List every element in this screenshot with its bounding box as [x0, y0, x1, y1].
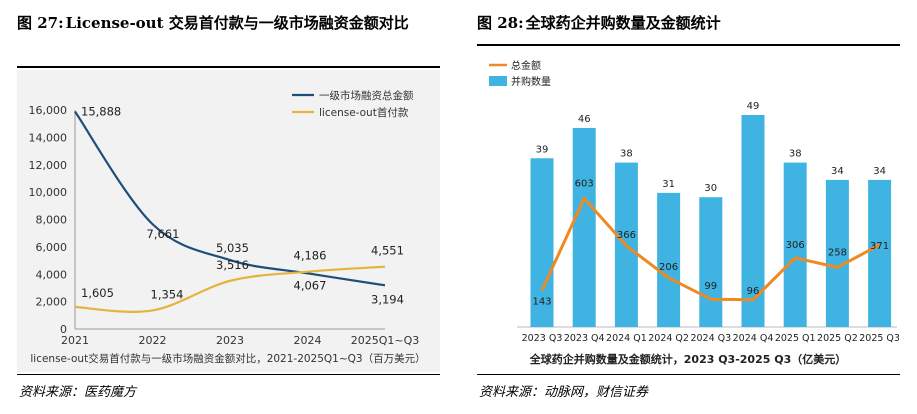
left-bottom-rule: [17, 374, 440, 375]
y-tick-label: 8,000: [36, 214, 68, 227]
x-tick-label: 2024: [294, 334, 322, 347]
data-label: 1,354: [151, 287, 184, 301]
total-amount-line: [540, 196, 881, 302]
legend-label: 总金额: [511, 59, 541, 72]
data-label: 4,186: [294, 249, 327, 263]
bar: [572, 127, 596, 328]
x-tick-label: 2024 Q1: [606, 333, 647, 344]
line-value-label: 206: [659, 262, 678, 273]
chart-caption: 全球药企并购数量及金额统计，2023 Q3-2025 Q3（亿美元）: [529, 352, 846, 366]
data-label: 15,888: [81, 105, 121, 119]
line-value-label: 258: [828, 247, 847, 258]
left-source: 资料来源：医药魔方: [19, 385, 137, 400]
x-tick-label: 2021: [61, 334, 89, 347]
y-tick-label: 2,000: [36, 296, 68, 309]
series-line-license-out: [74, 265, 386, 313]
x-tick-label: 2024 Q4: [733, 333, 774, 344]
legend-swatch-bar: [489, 76, 507, 86]
bar: [657, 192, 681, 327]
line-value-label: 99: [704, 281, 717, 292]
line-value-label: 371: [870, 241, 889, 252]
bar: [825, 179, 849, 327]
legend-label: 一级市场融资总金额: [319, 89, 414, 102]
line-value-label: 143: [532, 296, 551, 307]
x-tick-label: 2023: [216, 334, 244, 347]
series-line-financing: [74, 110, 386, 287]
data-label: 1,605: [81, 286, 114, 300]
y-tick-label: 6,000: [36, 241, 68, 254]
bar: [868, 179, 892, 327]
left-figure-title-text: License-out 交易首付款与一级市场融资金额对比: [65, 14, 409, 32]
bar: [699, 197, 723, 327]
left-figure: 图 27: License-out 交易首付款与一级市场融资金额对比 0 2,000…: [17, 0, 440, 414]
x-tick-label: 2024 Q2: [648, 333, 689, 344]
right-bottom-rule: [477, 374, 900, 375]
left-figure-number: 图 27:: [17, 14, 64, 32]
line-value-label: 96: [747, 286, 760, 297]
bar-value-label: 46: [578, 114, 591, 125]
x-tick-label: 2023 Q3: [522, 333, 563, 344]
x-tick-label: 2025Q1~Q3: [351, 334, 420, 347]
y-tick-label: 10,000: [29, 186, 68, 199]
legend-label: license-out首付款: [319, 106, 409, 119]
bar-value-label: 39: [536, 144, 549, 155]
chart-caption: license-out交易首付款与一级市场融资金额对比，2021-2025Q1~…: [30, 352, 425, 365]
bar-value-label: 38: [789, 149, 802, 160]
x-tick-label: 2023 Q4: [564, 333, 605, 344]
right-top-rule: [477, 44, 900, 46]
legend-label: 并购数量: [511, 75, 551, 88]
y-tick-label: 16,000: [29, 104, 68, 117]
right-source: 资料来源：动脉网，财信证券: [479, 385, 649, 400]
x-tick-label: 2025 Q1: [775, 333, 816, 344]
x-tick-label: 2025 Q3: [859, 333, 900, 344]
x-tick-label: 2025 Q2: [817, 333, 858, 344]
bar: [783, 162, 807, 327]
left-figure-title: 图 27: License-out 交易首付款与一级市场融资金额对比: [17, 12, 437, 35]
left-top-rule: [17, 66, 440, 68]
line-value-label: 603: [575, 178, 594, 189]
bar-value-label: 30: [704, 183, 717, 194]
data-label: 4,067: [294, 278, 327, 292]
x-tick-label: 2022: [139, 334, 167, 347]
data-label: 4,551: [371, 244, 404, 258]
bar-value-label: 34: [831, 166, 844, 177]
right-figure-title-text: 全球药企并购数量及金额统计: [525, 14, 721, 32]
data-label: 3,194: [371, 292, 404, 306]
data-label: 3,516: [216, 258, 249, 272]
y-tick-label: 12,000: [29, 159, 68, 172]
bar: [741, 115, 765, 327]
y-tick-label: 14,000: [29, 131, 68, 144]
right-figure-title: 图 28: 全球药企并购数量及金额统计: [477, 12, 897, 35]
y-tick-label: 4,000: [36, 268, 68, 281]
line-value-label: 366: [617, 230, 636, 241]
y-tick-label: 0: [60, 323, 67, 336]
data-label: 5,035: [216, 241, 249, 255]
bar-value-label: 31: [662, 179, 675, 190]
bar-value-label: 34: [873, 166, 886, 177]
left-plot-background: [17, 70, 440, 372]
x-tick-label: 2024 Q3: [690, 333, 731, 344]
bar-value-label: 49: [747, 101, 760, 112]
line-value-label: 306: [786, 240, 805, 251]
right-figure: 图 28: 全球药企并购数量及金额统计 39 46 38 31 30 49 38 34 34 143…: [477, 0, 900, 414]
data-label: 7,661: [147, 227, 180, 241]
right-bar-chart: 39 46 38 31 30 49 38 34 34 143 603 366 206 99 96 306 258…: [489, 59, 900, 366]
left-line-chart: 0 2,000 4,000 6,000 8,000 10,000 12,000 14,000 1…: [29, 89, 426, 365]
bar: [530, 158, 554, 327]
bar-value-label: 38: [620, 149, 633, 160]
right-figure-number: 图 28:: [477, 14, 524, 32]
